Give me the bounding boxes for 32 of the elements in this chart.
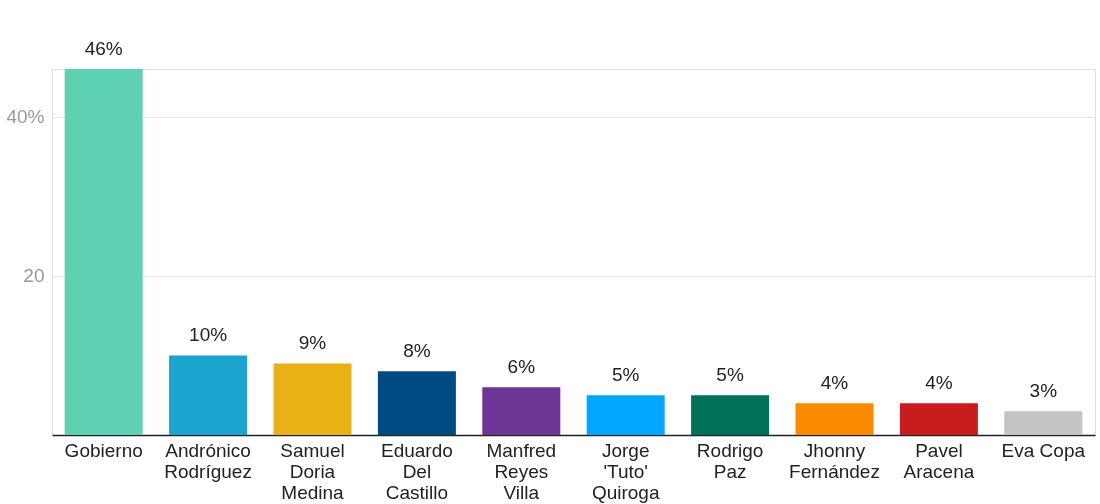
x-tick-label: Samuel Doria Medina	[280, 439, 345, 503]
bar	[586, 395, 665, 435]
data-label: 4%	[925, 372, 953, 394]
x-tick-label: Andrónico Rodríguez	[164, 439, 252, 482]
x-tick-label: Gobierno	[64, 439, 143, 461]
data-label: 6%	[507, 356, 536, 378]
x-tick-label: Eduardo Del Castillo	[380, 439, 453, 503]
data-label: 5%	[716, 364, 744, 386]
data-label: 5%	[611, 364, 640, 386]
bar	[377, 371, 456, 435]
bar	[482, 387, 561, 435]
bar	[273, 363, 352, 435]
data-label: 8%	[403, 340, 431, 362]
x-tick-label: Rodrigo Paz	[696, 439, 764, 482]
data-label: 3%	[1029, 380, 1058, 402]
data-label: 9%	[298, 332, 327, 354]
bar	[64, 69, 143, 435]
y-tick-label: 20	[23, 265, 45, 287]
data-label: 4%	[820, 372, 849, 394]
bar	[1004, 411, 1083, 435]
bar	[169, 355, 248, 435]
y-tick-label: 40%	[6, 106, 45, 128]
x-tick-label: Manfred Reyes Villa	[486, 439, 557, 503]
x-tick-label: Pavel Aracena	[903, 439, 975, 482]
bar	[795, 403, 874, 435]
x-tick-label: Jhonny Fernández	[789, 439, 880, 482]
bar	[691, 395, 770, 435]
x-tick-label: Jorge 'Tuto' Quiroga	[591, 439, 660, 503]
x-tick-label: Eva Copa	[1001, 439, 1086, 461]
bar	[899, 403, 978, 435]
data-label: 10%	[189, 324, 228, 346]
data-label: 46%	[84, 38, 123, 59]
